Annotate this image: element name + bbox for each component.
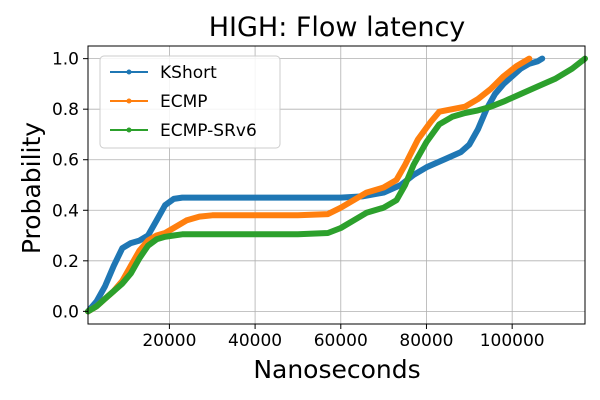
x-tick-label-2: 60000 [314, 331, 368, 351]
legend-label-1: ECMP [160, 92, 208, 112]
legend-box [99, 55, 281, 149]
x-tick-label-4: 100000 [480, 331, 545, 351]
legend-marker-2 [126, 127, 132, 133]
legend-marker-0 [126, 69, 132, 75]
y-tick-label-5: 1.0 [52, 50, 79, 70]
y-tick-label-1: 0.2 [52, 252, 79, 272]
y-tick-label-4: 0.8 [52, 100, 79, 120]
series-line-1 [85, 55, 533, 315]
y-axis-label: Probability [17, 122, 46, 254]
axis-ticks: 20000 40000 60000 80000 100000 0.0 0.2 0.4 0.6 0.… [52, 50, 545, 351]
x-axis-label: Nanoseconds [253, 355, 420, 384]
x-tick-label-0: 20000 [142, 331, 196, 351]
legend-label-2: ECMP-SRv6 [160, 121, 257, 141]
x-tick-label-1: 40000 [228, 331, 282, 351]
x-tick-label-3: 80000 [399, 331, 453, 351]
series-lines [85, 55, 588, 315]
legend-marker-1 [126, 98, 132, 104]
legend: KShort ECMP ECMP-SRv6 [99, 55, 281, 149]
y-tick-label-3: 0.6 [52, 151, 79, 171]
y-tick-label-0: 0.0 [52, 302, 79, 322]
y-tick-label-2: 0.4 [52, 201, 79, 221]
plot-frame [87, 45, 586, 325]
chart-title: HIGH: Flow latency [209, 12, 466, 43]
legend-label-0: KShort [160, 63, 217, 83]
series-line-0 [85, 55, 546, 315]
series-line-2 [85, 55, 588, 315]
